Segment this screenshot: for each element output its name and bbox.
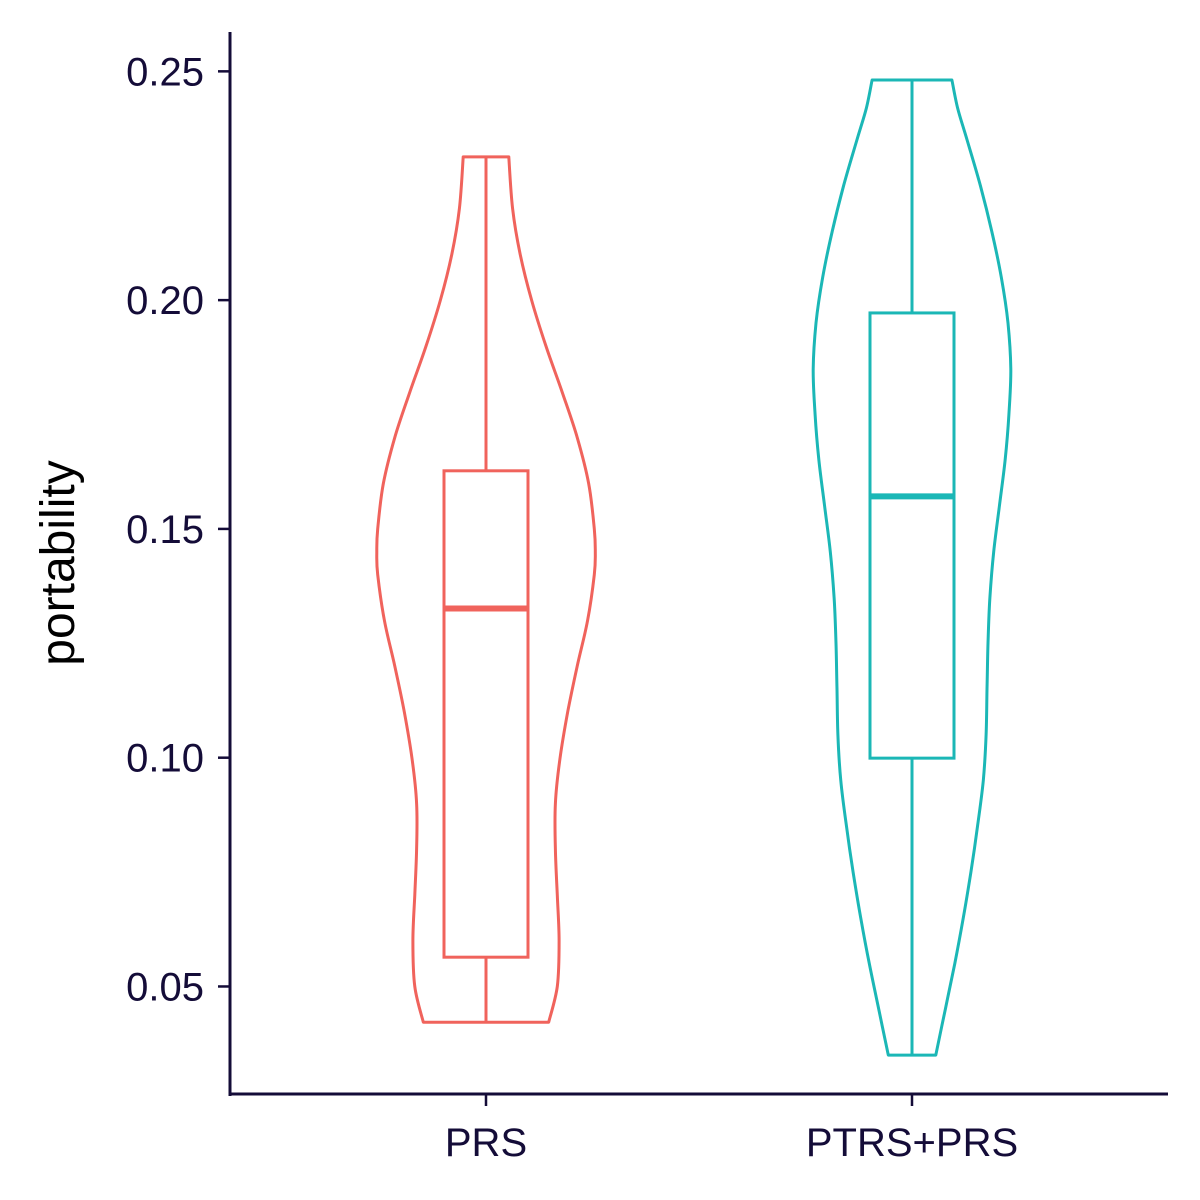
violin-outline: [811, 78, 1013, 1057]
x-tick-label: PTRS+PRS: [806, 1121, 1018, 1165]
y-tick-label: 0.10: [126, 737, 204, 781]
box-iqr: [442, 469, 530, 959]
y-tick-label: 0.05: [126, 965, 204, 1009]
x-tick-label: PRS: [445, 1121, 527, 1165]
y-axis-title: portability: [32, 460, 85, 665]
y-tick-label: 0.25: [126, 50, 204, 94]
box-iqr: [868, 311, 956, 760]
plot-marks: [375, 78, 1013, 1057]
y-tick-label: 0.20: [126, 279, 204, 323]
violin-group-ptrs-prs: [811, 78, 1013, 1057]
x-ticks: PRS PTRS+PRS: [445, 1094, 1018, 1165]
axes: [228, 32, 1168, 1096]
y-ticks: 0.05 0.10 0.15 0.20 0.25: [126, 50, 230, 1009]
violin-outline: [375, 155, 597, 1024]
violin-group-prs: [375, 155, 597, 1024]
y-tick-label: 0.15: [126, 508, 204, 552]
